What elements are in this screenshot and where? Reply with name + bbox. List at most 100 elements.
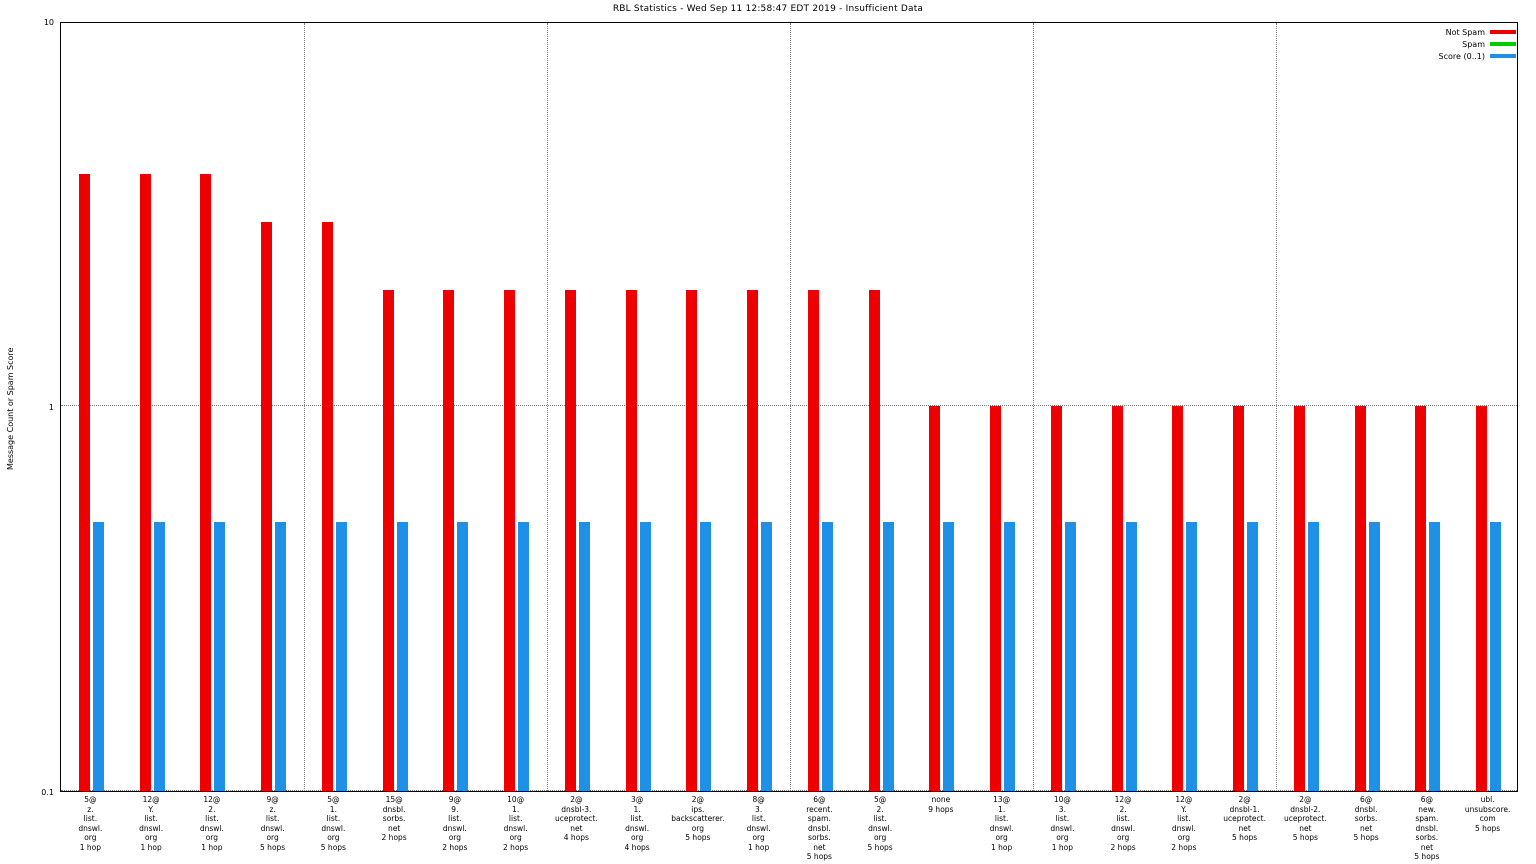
bar-group — [243, 23, 304, 791]
x-tick-label-line: dnswl. — [321, 823, 346, 833]
bar-group — [486, 23, 547, 791]
x-tick-label-line: list. — [326, 814, 341, 823]
x-tick-label: 12@ Y. list. dnswl. org 2 hops — [1154, 795, 1215, 852]
x-tick-label-line: 2@ — [1238, 795, 1251, 804]
bar-not-spam — [321, 222, 333, 791]
x-tick-label-line: org — [144, 833, 158, 842]
bar-group — [61, 23, 122, 791]
x-tick-label-line: dnsbl. — [382, 804, 406, 814]
x-tick-label-line: none — [931, 795, 951, 804]
plot-area — [60, 22, 1518, 792]
x-tick-label-line: 5 hops — [320, 842, 346, 852]
bar-group — [547, 23, 608, 791]
bar-score — [1004, 521, 1016, 791]
bar-group — [669, 23, 730, 791]
x-tick-label: 12@ 2. list. dnswl. org 2 hops — [1093, 795, 1154, 852]
bar-not-spam — [382, 290, 394, 791]
x-tick-label-line: Y. — [148, 804, 154, 814]
x-tick-label-line: uceprotect. — [1223, 814, 1266, 823]
x-tick-label-line: 3. — [1058, 804, 1066, 814]
x-tick-label-line: list. — [1055, 814, 1070, 823]
y-tick-label: 10 — [43, 18, 54, 27]
x-tick-label-line: 3@ — [630, 795, 644, 804]
x-tick-label-line: dnswl. — [989, 823, 1014, 833]
x-tick-label-line: list. — [994, 814, 1009, 823]
chart-title: RBL Statistics - Wed Sep 11 12:58:47 EDT… — [612, 4, 924, 14]
x-tick-label-line: 2 hops — [1110, 842, 1136, 852]
x-tick-label-line: new. — [1418, 804, 1436, 814]
x-tick-label-line: 1 hop — [1051, 842, 1073, 852]
x-tick-label-line: org — [1056, 833, 1069, 842]
bar-not-spam — [1415, 406, 1427, 791]
x-tick-label-line: dnswl. — [442, 823, 467, 833]
x-tick-label-line: dnswl. — [868, 823, 893, 833]
bar-group — [1033, 23, 1094, 791]
legend-item-spam: Spam — [1439, 38, 1516, 50]
bars-layer — [61, 23, 1517, 791]
bar-not-spam — [1293, 406, 1305, 791]
x-tick-label-line: 10@ — [507, 795, 525, 804]
x-tick-label: 12@ Y. list. dnswl. org 1 hop — [121, 795, 182, 852]
x-tick-label: 8@ 3. list. dnswl. org 1 hop — [728, 795, 789, 852]
x-tick-label-line: net — [1299, 823, 1312, 833]
x-tick-label-line: list. — [1116, 814, 1130, 823]
x-tick-label-line: 1 hop — [201, 842, 223, 852]
bar-group — [790, 23, 851, 791]
x-tick-label-line: uceprotect. — [1283, 814, 1327, 823]
x-tick-label-line: 5 hops — [1414, 852, 1440, 861]
bar-not-spam — [200, 174, 212, 791]
legend-swatch-not-spam — [1490, 30, 1516, 34]
x-tick-label-line: 6@ — [1359, 795, 1373, 804]
bar-group — [1276, 23, 1337, 791]
x-tick-label-line: 2@ — [1299, 795, 1312, 804]
x-tick-label-line: org — [873, 833, 887, 842]
x-tick-label-line: dnswl. — [1050, 823, 1075, 833]
bar-group — [729, 23, 790, 791]
x-tick-label-line: 5 hops — [1292, 833, 1318, 842]
x-tick-label-line: sorbs. — [808, 833, 831, 842]
bar-score — [396, 521, 408, 791]
bar-not-spam — [78, 174, 90, 791]
x-tick-label-line: net — [1238, 823, 1251, 833]
gridline-vertical — [1276, 23, 1277, 791]
x-tick-label-line: net — [1359, 823, 1373, 833]
bar-group — [1337, 23, 1398, 791]
bar-group — [851, 23, 912, 791]
x-tick-label-line: dnsbl. — [1354, 804, 1378, 814]
x-tick-label-line: org — [752, 833, 765, 842]
x-tick-label-line: 2. — [876, 804, 884, 814]
x-tick-label-line: dnswl. — [199, 823, 224, 833]
x-tick-label-line: net — [813, 842, 826, 852]
x-tick-label-line: 2@ — [570, 795, 583, 804]
x-tick-label-line: 12@ — [203, 795, 221, 804]
x-tick-label-line: org — [630, 833, 644, 842]
x-tick-label-line: list. — [83, 814, 98, 823]
x-tick-label: 5@ 1. list. dnswl. org 5 hops — [303, 795, 364, 852]
x-tick-label-line: 1 hop — [140, 842, 162, 852]
x-tick-label-line: 1 hop — [79, 842, 101, 852]
bar-not-spam — [1476, 406, 1488, 791]
x-tick-label-line: recent. — [806, 804, 833, 814]
bar-score — [1064, 521, 1076, 791]
x-tick-label: 2@ dnsbl-2. uceprotect. net 5 hops — [1275, 795, 1336, 843]
legend-label-spam: Spam — [1462, 39, 1485, 49]
bar-score — [639, 521, 651, 791]
x-tick-label-line: 1 hop — [747, 842, 770, 852]
x-tick-label-line: 5 hops — [260, 842, 286, 852]
bar-not-spam — [807, 290, 819, 791]
x-tick-label-line: 6@ — [813, 795, 826, 804]
x-tick-label-line: 9@ — [448, 795, 462, 804]
x-tick-label-line: 5 hops — [806, 852, 832, 861]
bar-score — [1247, 521, 1259, 791]
bar-not-spam — [625, 290, 637, 791]
x-tick-label: 12@ 2. list. dnswl. org 1 hop — [182, 795, 243, 852]
gridline-major — [61, 405, 1517, 406]
gridline-major — [61, 790, 1517, 791]
bar-score — [882, 521, 894, 791]
bar-score — [821, 521, 833, 791]
x-tick-label-line: 9 hops — [928, 804, 954, 814]
x-tick-label-line: dnswl. — [139, 823, 164, 833]
x-tick-label-line: 5 hops — [1232, 833, 1258, 842]
x-tick-label-line: 3. — [755, 804, 763, 814]
x-tick-label-line: spam. — [807, 814, 831, 823]
